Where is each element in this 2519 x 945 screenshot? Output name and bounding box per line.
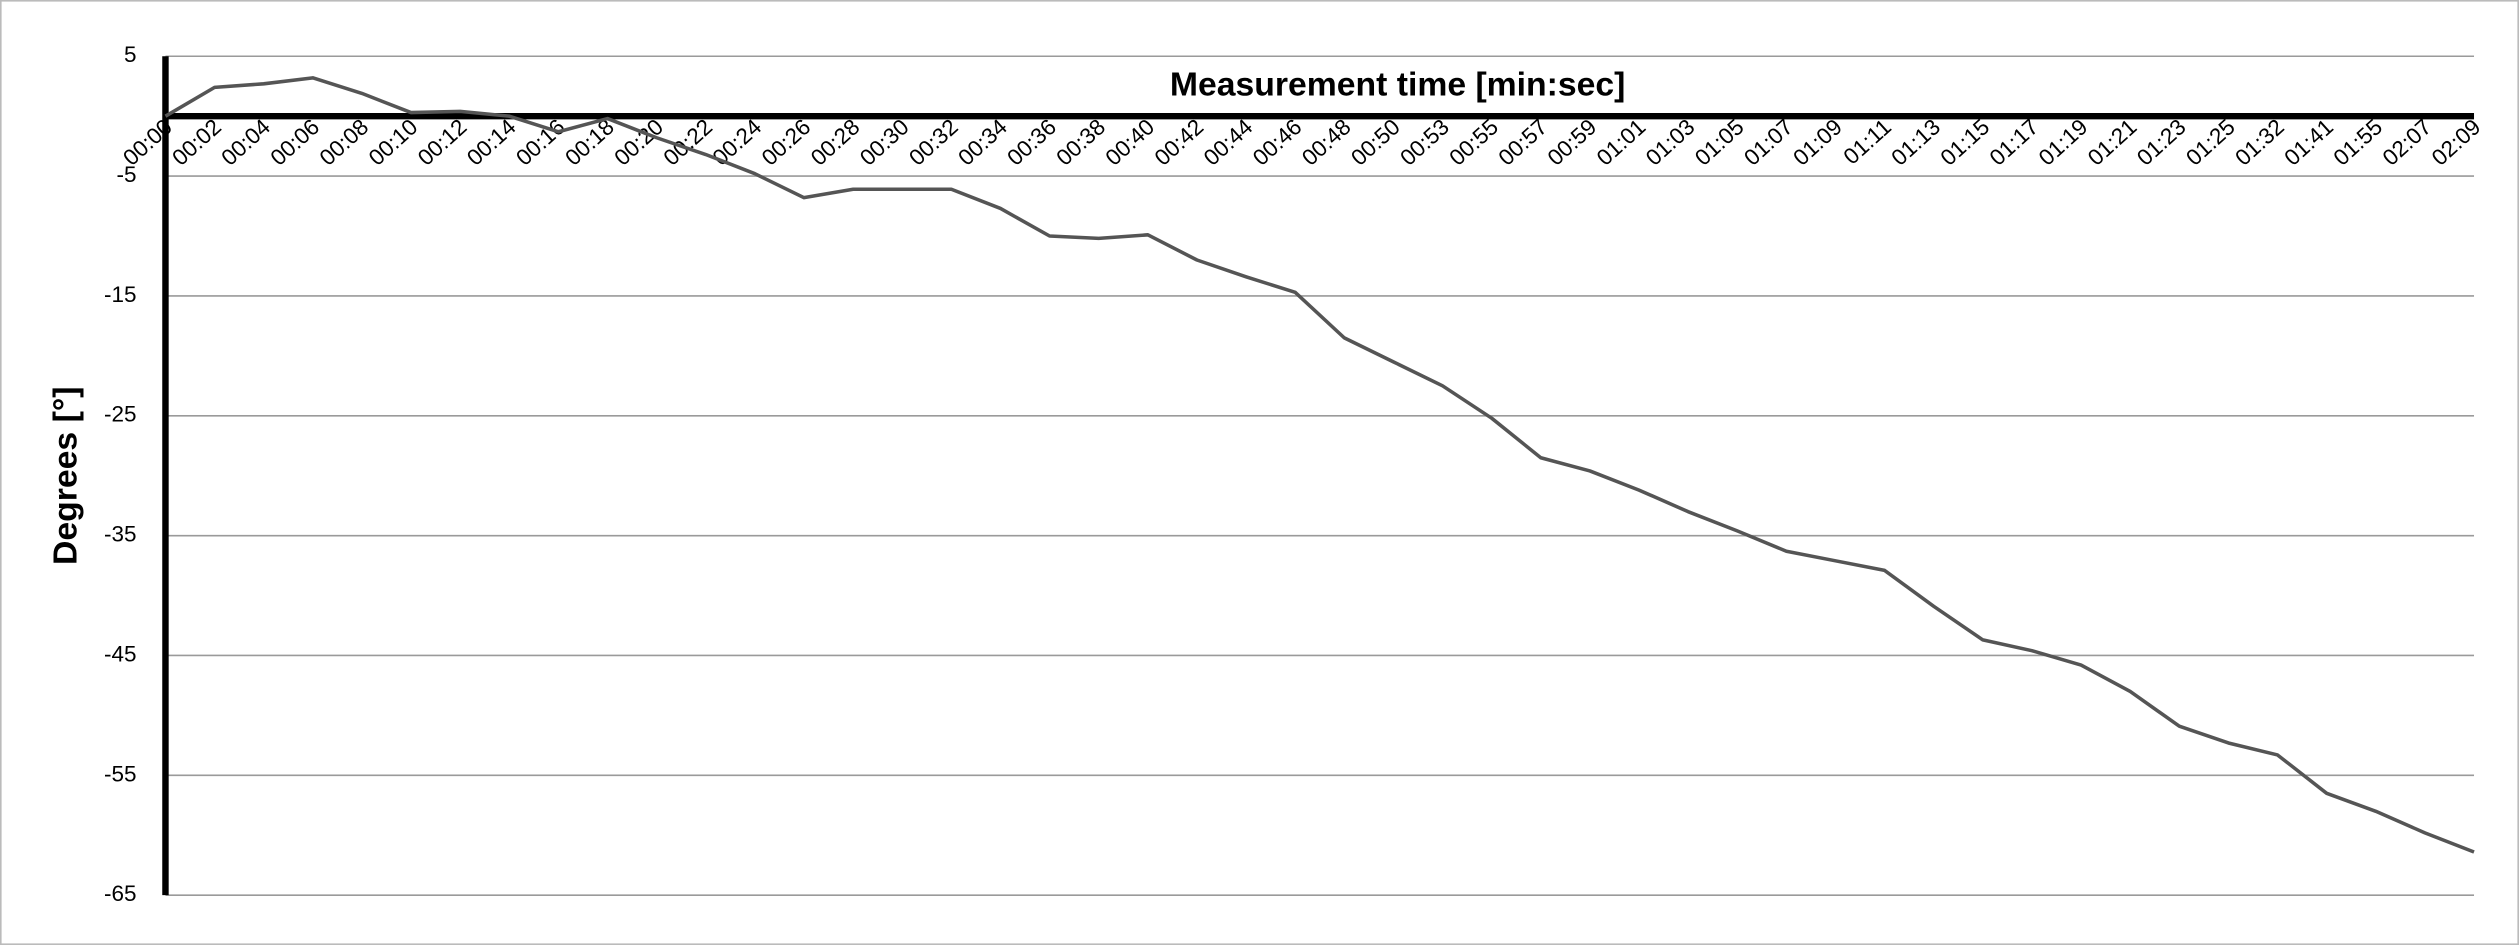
- y-tick-label: -25: [104, 402, 136, 427]
- y-axis-title: Degrees [°]: [46, 386, 84, 565]
- x-axis-title: Measurement time [min:sec]: [1170, 66, 1625, 104]
- y-tick-label: 5: [124, 42, 137, 67]
- y-tick-label: -55: [104, 761, 136, 786]
- data-line: [164, 76, 2475, 854]
- y-tick-label: -15: [104, 282, 136, 307]
- y-tick-label: -35: [104, 522, 136, 547]
- y-tick-label: -65: [104, 881, 136, 906]
- y-tick-label: -45: [104, 641, 136, 666]
- y-tick-label: -5: [117, 162, 137, 187]
